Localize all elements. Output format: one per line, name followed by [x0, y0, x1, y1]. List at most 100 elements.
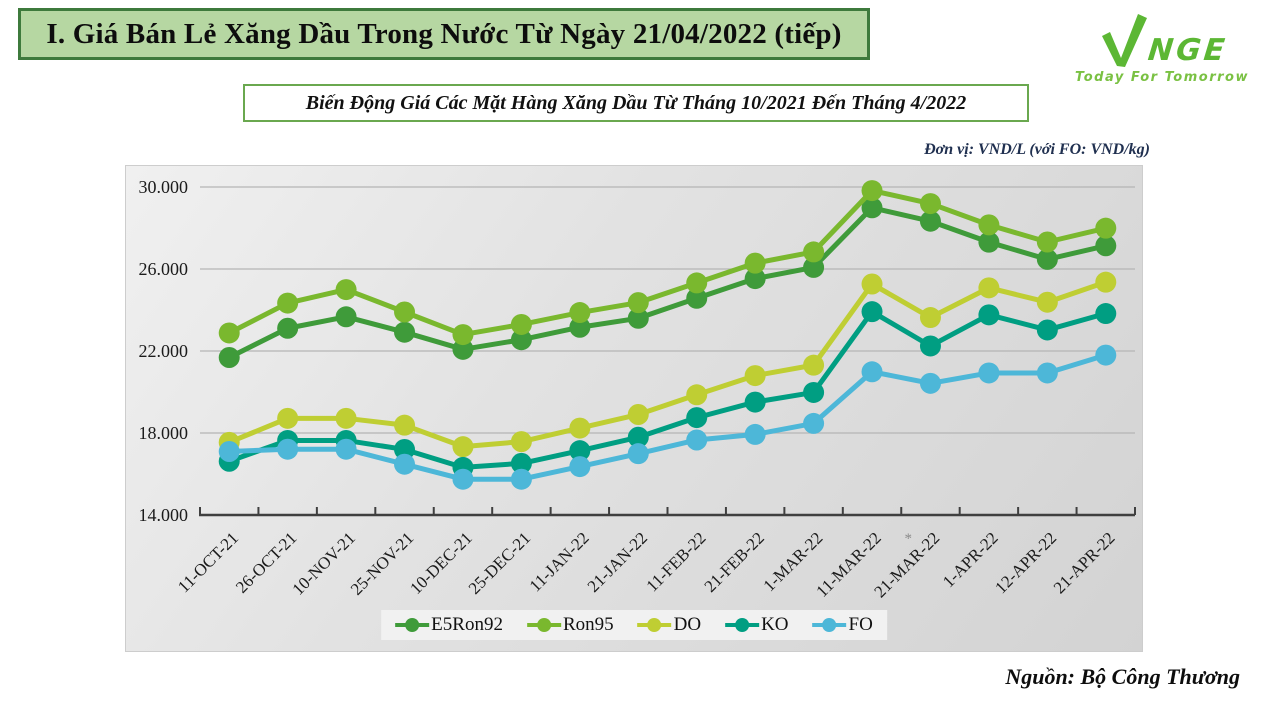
- series-Ron95-point: [1095, 217, 1117, 239]
- legend-marker-icon: [395, 618, 430, 632]
- legend-item-FO: FO: [812, 614, 873, 636]
- series-E5Ron92-point: [1095, 235, 1117, 257]
- series-DO-point: [1095, 271, 1117, 293]
- series-E5Ron92-point: [569, 316, 591, 338]
- legend-label: FO: [848, 614, 873, 635]
- legend-label: Ron95: [562, 614, 614, 635]
- x-axis-tick-label: 11-JAN-22: [526, 528, 593, 595]
- series-KO-point: [569, 440, 591, 462]
- series-FO-point: [510, 468, 532, 490]
- price-line-chart: 14.000 18.000 22.000 26.000 30.000 11-OCT-21 2…: [139, 177, 1136, 601]
- x-axis-tick-label: 21-JAN-22: [584, 528, 652, 596]
- series-KO-point: [686, 407, 708, 429]
- series-KO-point: [744, 391, 766, 413]
- series-FO-line: [229, 352, 1107, 482]
- legend-item-KO: KO: [725, 614, 789, 636]
- series-FO-point: [627, 443, 649, 465]
- series-Ron95-point: [803, 241, 825, 263]
- series-FO-point: [218, 441, 240, 463]
- series-Ron95-point: [452, 324, 474, 346]
- chart-title: Biến Động Giá Các Mặt Hàng Xăng Dầu Từ T…: [305, 91, 967, 114]
- series-E5Ron92-point: [861, 197, 883, 219]
- slide-header-bar: I. Giá Bán Lẻ Xăng Dầu Trong Nước Từ Ngà…: [18, 8, 870, 60]
- series-FO-point: [569, 456, 591, 478]
- y-axis-tick-label: 18.000: [139, 423, 189, 443]
- series-FO-point: [861, 361, 883, 383]
- series-E5Ron92-point: [686, 287, 708, 309]
- legend-item-Ron95: Ron95: [526, 614, 614, 636]
- series-FO-point: [394, 453, 416, 475]
- series-E5Ron92-point: [335, 306, 357, 328]
- series-Ron95-point: [394, 301, 416, 323]
- series-E5Ron92-point: [452, 338, 474, 360]
- series-FO-point: [744, 423, 766, 445]
- y-axis-tick-label: 26.000: [139, 259, 189, 279]
- series-FO-point: [1095, 344, 1117, 366]
- series-Ron95-point: [569, 302, 591, 324]
- series-FO-point: [335, 438, 357, 460]
- series-DO-point: [861, 273, 883, 295]
- series-FO-point: [803, 412, 825, 434]
- x-axis-tick-label: 11-FEB-22: [642, 528, 709, 595]
- series-Ron95-point: [335, 279, 357, 301]
- chart-legend: E5Ron92 Ron95 DO KO FO: [381, 610, 887, 640]
- y-axis-tick-label: 22.000: [139, 341, 189, 361]
- series-Ron95-point: [627, 292, 649, 314]
- source-note: Nguồn: Bộ Công Thương: [1005, 664, 1240, 689]
- series-KO-point: [1036, 319, 1058, 341]
- x-axis-tick-label: 12-APR-22: [991, 528, 1060, 597]
- chart-panel: 14.000 18.000 22.000 26.000 30.000 11-OCT-21 2…: [125, 165, 1143, 652]
- series-Ron95-point: [510, 313, 532, 335]
- series-Ron95-point: [218, 322, 240, 344]
- series-Ron95-point: [861, 180, 883, 202]
- chart-title-box: Biến Động Giá Các Mặt Hàng Xăng Dầu Từ T…: [243, 84, 1029, 122]
- series-E5Ron92-point: [394, 321, 416, 343]
- x-axis-tick-label: 11-OCT-21: [174, 528, 242, 596]
- legend-item-DO: DO: [637, 614, 701, 636]
- series-DO-point: [510, 431, 532, 453]
- series-DO-point: [277, 407, 299, 429]
- series-DO-line: [228, 279, 1107, 450]
- logo-checkmark-icon: [1102, 14, 1148, 67]
- x-axis-tick-label: 10-NOV-21: [288, 528, 358, 598]
- series-E5Ron92-point: [803, 256, 825, 278]
- series-DO-point: [686, 384, 708, 406]
- series-FO-point: [452, 468, 474, 490]
- unit-note: Đơn vị: VND/L (với FO: VND/kg): [924, 141, 1150, 158]
- series-KO-point: [803, 381, 825, 403]
- series-DO-point: [335, 407, 357, 429]
- x-axis-tick-label: 25-DEC-21: [465, 528, 535, 598]
- series-FO-point: [978, 362, 1000, 384]
- series-E5Ron92-point: [978, 231, 1000, 253]
- legend-marker-dot: [735, 618, 750, 632]
- category-footnote-marker: *: [904, 531, 912, 547]
- series-E5Ron92-point: [277, 317, 299, 339]
- logo-tagline: Today For Tomorrow: [1075, 70, 1249, 85]
- logo-mark-row: NGE: [1072, 10, 1252, 68]
- series-E5Ron92-point: [218, 346, 240, 368]
- y-axis-tick-label: 30.000: [139, 177, 189, 197]
- x-axis-tick-label: 21-FEB-22: [700, 528, 768, 596]
- legend-item-E5Ron92: E5Ron92: [395, 614, 503, 636]
- series-E5Ron92-point: [1036, 248, 1058, 270]
- series-FO-point: [919, 372, 941, 394]
- series-E5Ron92-line: [228, 205, 1107, 360]
- series-E5Ron92-point: [510, 329, 532, 351]
- legend-marker-dot: [536, 618, 551, 632]
- series-Ron95-point: [1036, 231, 1058, 253]
- legend-marker-dot: [405, 618, 420, 632]
- series-DO-point: [1036, 291, 1058, 313]
- series-FO-point: [277, 438, 299, 460]
- series-KO-point: [919, 335, 941, 357]
- series-KO-point: [510, 452, 532, 474]
- x-axis-tick-label: 25-NOV-21: [347, 528, 417, 598]
- series-DO-point: [394, 414, 416, 436]
- x-axis-tick-label: 21-APR-22: [1050, 528, 1119, 597]
- legend-label: KO: [761, 614, 789, 635]
- series-E5Ron92-point: [627, 307, 649, 329]
- series-Ron95-point: [744, 252, 766, 274]
- legend-marker-icon: [812, 618, 847, 632]
- series-DO-point: [569, 417, 591, 439]
- series-DO-point: [919, 307, 941, 329]
